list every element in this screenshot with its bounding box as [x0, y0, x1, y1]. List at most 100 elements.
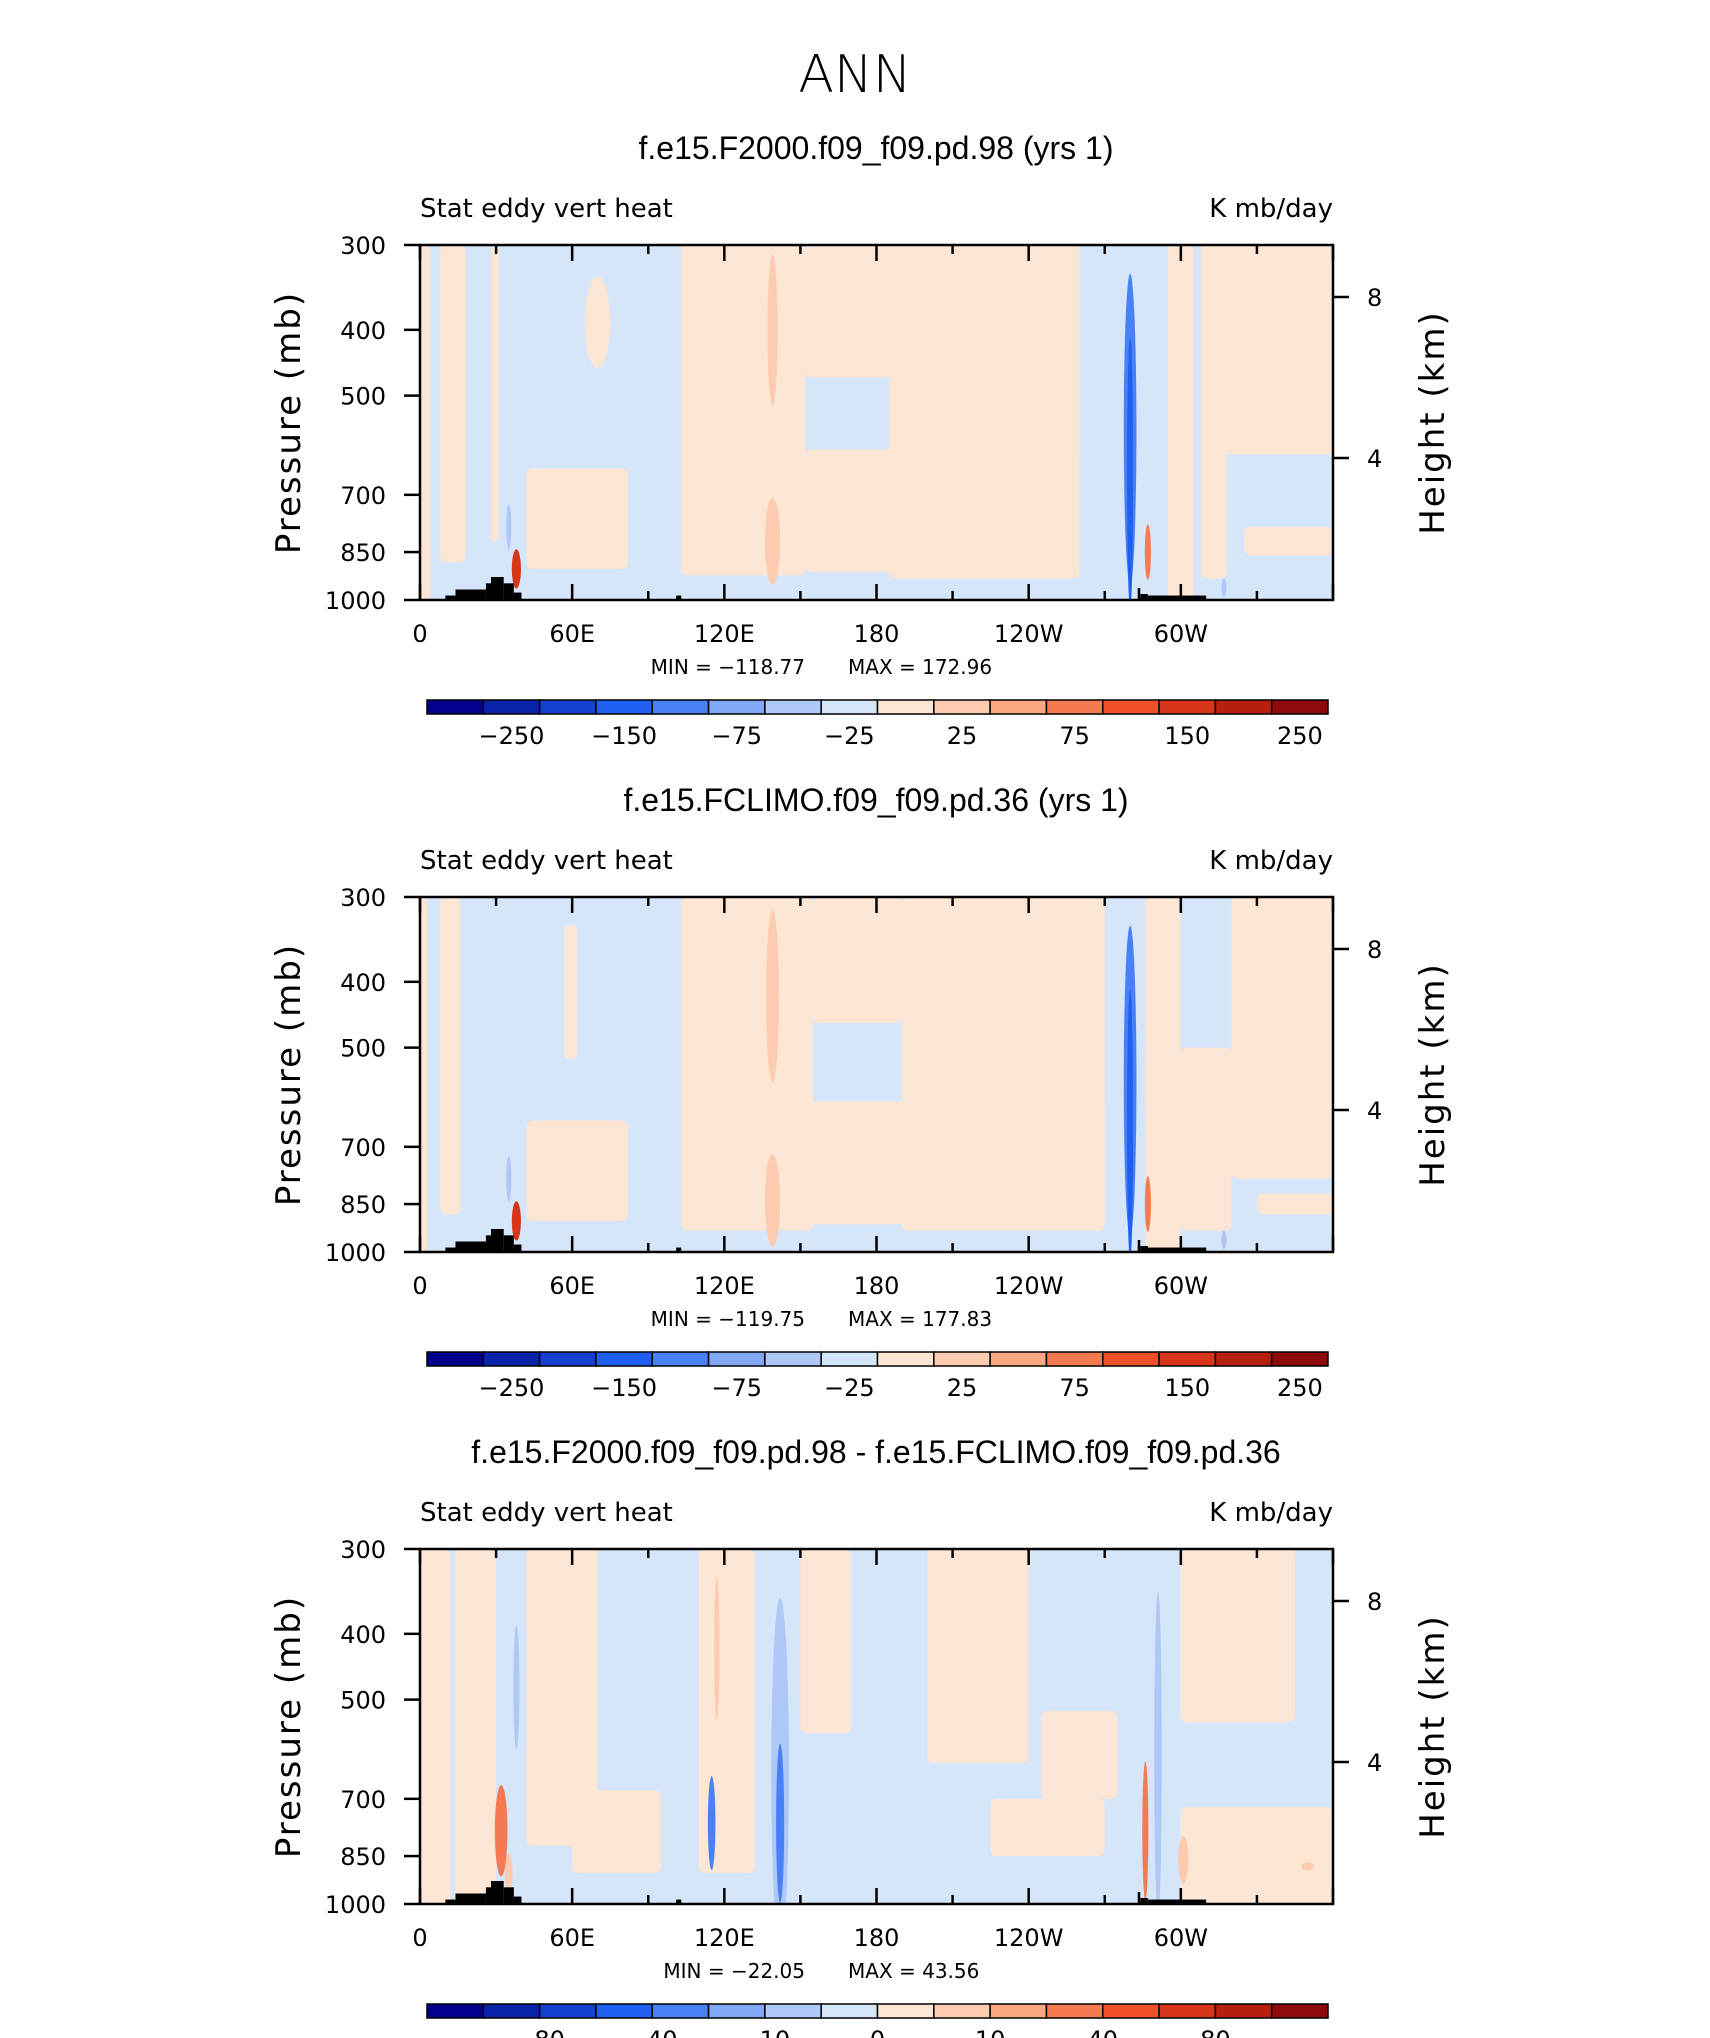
min-value: MIN = −119.75 — [651, 1307, 805, 1331]
contour-cell — [776, 1743, 785, 1903]
contour-region — [927, 1549, 1029, 1764]
contour-cell — [506, 504, 512, 550]
colorbar-label: −250 — [479, 1374, 545, 1402]
colorbar-label: 150 — [1164, 722, 1210, 750]
contour-region — [1218, 245, 1333, 455]
colorbar-label: 75 — [1059, 722, 1090, 750]
colorbar-swatch — [1158, 1351, 1217, 1367]
colorbar-swatch — [707, 699, 766, 715]
colorbar-label: 25 — [947, 722, 978, 750]
colorbar-swatch — [1102, 1351, 1160, 1367]
x-tick-label: 60E — [549, 620, 595, 648]
colorbar-label: −25 — [824, 1374, 875, 1402]
colorbar-swatch — [989, 1351, 1048, 1367]
contour-cell — [766, 909, 779, 1083]
colorbar-swatch — [1270, 699, 1329, 715]
colorbar-swatch — [595, 1351, 653, 1367]
contour-region — [698, 1549, 755, 1873]
colorbar-swatch — [876, 1351, 935, 1367]
contour-region — [1145, 897, 1181, 1252]
contour-cell — [504, 1853, 513, 1893]
x-tick-label: 60E — [549, 1924, 595, 1952]
colorbar-swatch — [482, 699, 541, 715]
land-mask — [455, 1893, 486, 1904]
contour-region — [1231, 897, 1333, 1179]
y-tick-label: 300 — [340, 884, 386, 912]
colorbar-swatch — [707, 2003, 766, 2019]
colorbar-label: −75 — [711, 722, 762, 750]
y-tick-label: 300 — [340, 1536, 386, 1564]
land-mask — [1140, 1246, 1148, 1252]
colorbar-swatch — [1270, 1351, 1329, 1367]
land-mask — [485, 1235, 492, 1252]
colorbar-label: 25 — [947, 1374, 978, 1402]
contour-region — [420, 245, 431, 600]
colorbar-swatch — [820, 699, 879, 715]
contour-region — [440, 897, 461, 1215]
x-tick-label: 60W — [1154, 620, 1208, 648]
colorbar-label: −150 — [591, 1374, 657, 1402]
y-right-axis-title: Height (km) — [1413, 310, 1453, 535]
contour-region — [572, 1790, 661, 1873]
y-right-tick-label: 4 — [1367, 445, 1382, 473]
x-tick-label: 120W — [994, 1924, 1064, 1952]
y-tick-label: 700 — [340, 482, 386, 510]
colorbar-label: −25 — [824, 722, 875, 750]
y-right-axis-title: Height (km) — [1413, 1614, 1453, 1839]
colorbar-swatch — [538, 2003, 597, 2019]
land-mask — [676, 595, 682, 600]
land-mask — [491, 1229, 504, 1252]
colorbar-swatch — [1158, 2003, 1217, 2019]
colorbar-swatch — [595, 699, 653, 715]
colorbar-swatch — [426, 2003, 485, 2019]
panel-2: f.e15.FCLIMO.f09_f09.pd.36 (yrs 1) Stat e… — [269, 782, 1453, 1402]
contour-cell — [1178, 1835, 1189, 1884]
land-mask — [513, 1896, 522, 1904]
colorbar-swatch — [707, 1351, 766, 1367]
x-tick-label: 0 — [412, 1272, 427, 1300]
colorbar-swatch — [651, 1351, 710, 1367]
land-mask — [503, 583, 514, 600]
colorbar-swatch — [1102, 2003, 1160, 2019]
x-tick-label: 180 — [854, 620, 900, 648]
colorbar-label: 0 — [870, 2026, 885, 2038]
panels: f.e15.F2000.f09_f09.pd.98 (yrs 1) Stat ed… — [269, 130, 1453, 2038]
colorbar-swatch — [1270, 2003, 1329, 2019]
contour-region — [440, 245, 466, 563]
x-tick-label: 0 — [412, 620, 427, 648]
contour-region — [526, 1120, 628, 1221]
colorbar-swatch — [426, 699, 485, 715]
contour-cell — [511, 1201, 521, 1241]
contour-region — [491, 245, 499, 542]
max-value: MAX = 177.83 — [848, 1307, 992, 1331]
colorbar-swatch — [482, 2003, 541, 2019]
colorbar-label: −10 — [740, 2026, 791, 2038]
colorbar-swatch — [651, 2003, 710, 2019]
y-right-tick-label: 8 — [1367, 284, 1382, 312]
x-tick-label: 120W — [994, 1272, 1064, 1300]
colorbar-swatch — [1214, 1351, 1273, 1367]
colorbar-swatch — [764, 1351, 822, 1367]
colorbar-swatch — [876, 2003, 935, 2019]
contour-cell — [506, 1156, 512, 1202]
colorbar-swatch — [820, 1351, 879, 1367]
y-tick-label: 400 — [340, 317, 386, 345]
contour-region — [1041, 1711, 1118, 1799]
y-tick-label: 500 — [340, 383, 386, 411]
colorbar-label: 250 — [1277, 722, 1323, 750]
x-tick-label: 120E — [694, 1924, 755, 1952]
contour-region — [990, 1798, 1105, 1857]
contour-cell — [511, 549, 521, 589]
land-mask — [445, 1899, 456, 1904]
contour-field — [420, 245, 1333, 600]
contour-field — [420, 897, 1333, 1252]
x-tick-label: 120E — [694, 1272, 755, 1300]
land-mask — [676, 1247, 682, 1252]
colorbar-swatch — [1102, 699, 1160, 715]
y-axis-title: Pressure (mb) — [269, 1595, 309, 1858]
y-right-tick-label: 4 — [1367, 1097, 1382, 1125]
colorbar-swatch — [764, 699, 822, 715]
colorbar-swatch — [989, 699, 1048, 715]
land-mask — [455, 1241, 486, 1252]
